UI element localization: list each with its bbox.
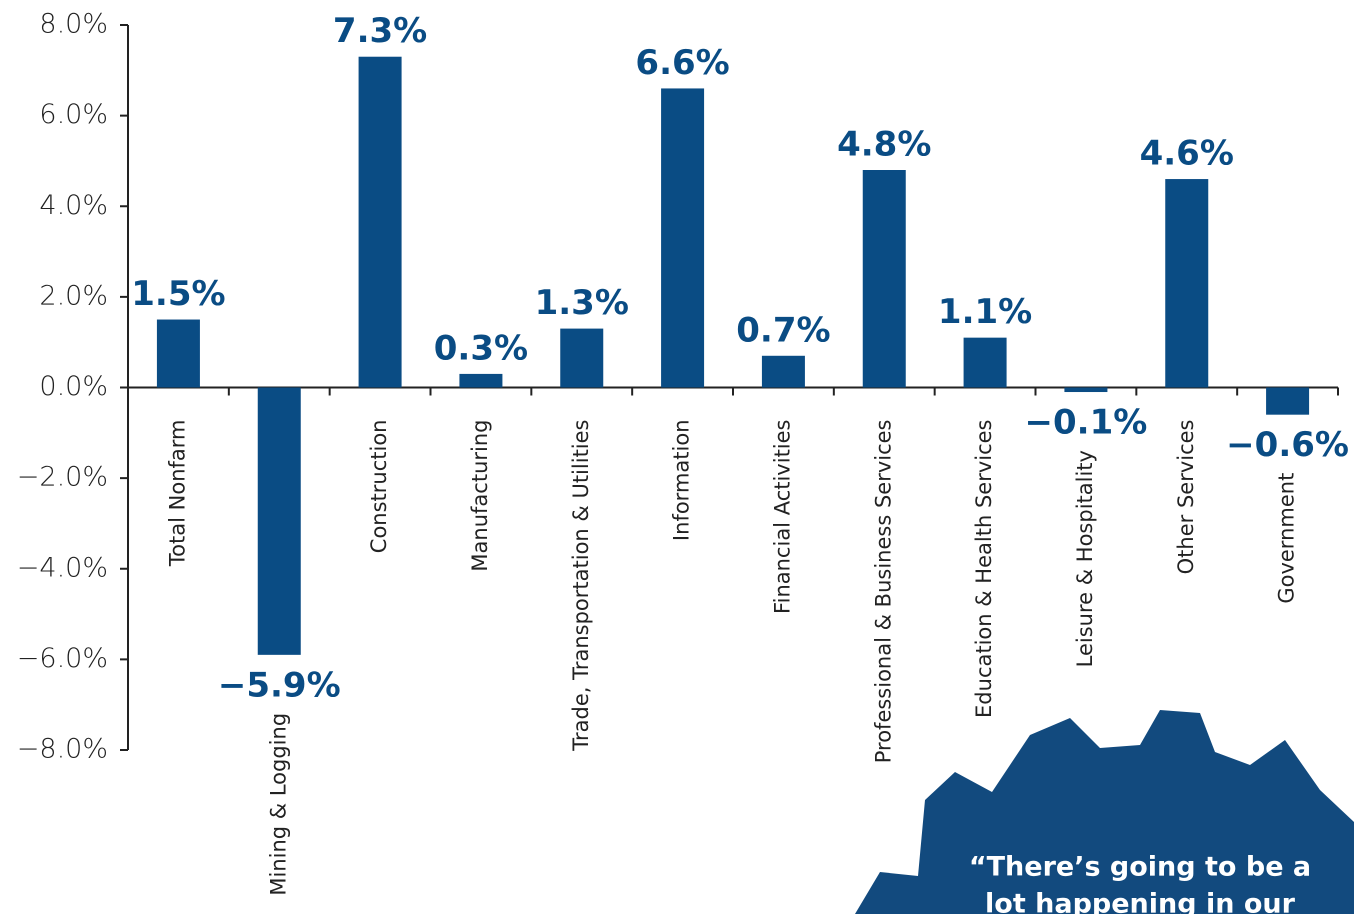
x-tick-label: Construction	[367, 420, 391, 554]
value-label: 4.6%	[1140, 134, 1234, 174]
x-tick-label: Education & Health Services	[972, 420, 996, 718]
y-tick-label: −8.0%	[17, 734, 108, 765]
value-label: 1.3%	[535, 283, 629, 323]
value-label: 4.8%	[837, 125, 931, 165]
x-tick-label: Manufacturing	[468, 420, 492, 572]
gear-shape	[855, 710, 1354, 914]
x-tick-label: Professional & Business Services	[871, 420, 895, 764]
bar	[257, 387, 301, 655]
value-label: 1.5%	[131, 274, 225, 314]
bar	[1064, 387, 1108, 393]
bar	[1165, 179, 1209, 388]
x-tick-label: Leisure & Hospitality	[1073, 450, 1097, 667]
y-tick-label: −6.0%	[17, 643, 108, 674]
value-label: −0.1%	[1025, 403, 1148, 443]
value-label: −5.9%	[218, 665, 341, 705]
x-tick-label: Information	[670, 420, 694, 542]
value-label: 6.6%	[635, 43, 729, 83]
y-tick-label: 8.0%	[39, 9, 108, 40]
bar	[661, 88, 705, 388]
value-label: −0.6%	[1226, 425, 1349, 465]
annotation: lot happening in our	[985, 889, 1296, 914]
bar	[560, 328, 604, 388]
y-tick-label: −2.0%	[17, 462, 108, 493]
y-tick-label: 2.0%	[39, 280, 108, 311]
value-label: 0.7%	[736, 310, 830, 350]
y-tick-label: 6.0%	[39, 99, 108, 130]
y-tick-label: −4.0%	[17, 552, 108, 583]
bar	[761, 355, 805, 388]
annotation: “There’s going to be a	[969, 852, 1311, 883]
bar	[963, 337, 1007, 388]
bar	[156, 319, 200, 388]
bar	[1266, 387, 1310, 415]
bar	[358, 56, 402, 388]
value-label: 1.1%	[938, 292, 1032, 332]
x-tick-label: Trade, Transportation & Utilities	[569, 420, 593, 752]
x-tick-label: Financial Activities	[770, 420, 794, 614]
y-tick-label: 4.0%	[39, 190, 108, 221]
bar	[459, 373, 503, 388]
x-tick-label: Government	[1275, 473, 1299, 604]
x-tick-label: Total Nonfarm	[165, 420, 189, 568]
x-tick-label: Other Services	[1174, 420, 1198, 575]
y-tick-label: 0.0%	[39, 371, 108, 402]
value-label: 0.3%	[434, 328, 528, 368]
value-label: 7.3%	[333, 11, 427, 51]
bar	[862, 170, 906, 388]
x-tick-label: Mining & Logging	[266, 713, 290, 896]
